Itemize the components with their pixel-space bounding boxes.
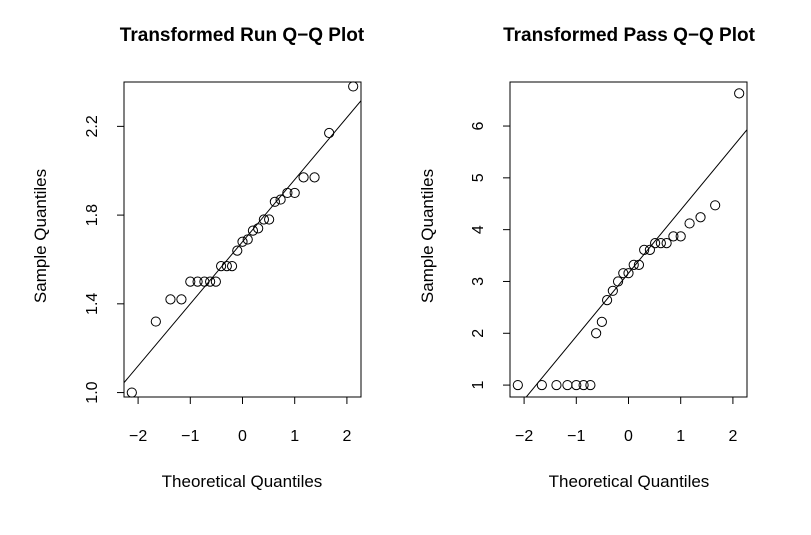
pass-data-point	[601, 295, 613, 306]
pass-data-point	[639, 244, 650, 255]
pass-y-tick-label: 3	[470, 277, 487, 286]
pass-data-point	[675, 231, 686, 242]
run-y-tick-label: 1.8	[84, 204, 101, 226]
pass-data-point	[562, 379, 573, 391]
pass-data-point	[668, 231, 679, 242]
pass-data-point	[585, 379, 596, 391]
pass-data-point	[628, 259, 639, 270]
pass-y-tick-label: 6	[470, 121, 487, 130]
pass-data-point	[695, 212, 706, 223]
pass-data-point	[684, 218, 695, 229]
run-data-point	[232, 245, 243, 256]
run-x-tick-label: 0	[238, 428, 247, 445]
pass-data-point	[591, 328, 602, 339]
pass-reference-line	[525, 129, 747, 397]
pass-data-point	[661, 238, 672, 249]
run-data-point	[215, 261, 227, 272]
pass-data-point	[536, 379, 547, 391]
pass-data-point	[710, 200, 721, 211]
run-data-point	[205, 276, 216, 287]
run-data-point	[165, 294, 176, 305]
run-marks: −2 −1 0 1 2 1.0 1.4 1.8 2.2	[84, 81, 361, 445]
pass-y-tick-label: 5	[470, 173, 487, 182]
run-data-point	[324, 127, 335, 139]
run-y-tick-label: 2.2	[84, 115, 101, 137]
run-qq-panel: Transformed Run Q−Q Plot Sample Quantile…	[31, 25, 365, 491]
run-data-point	[242, 234, 253, 245]
pass-qq-panel: Transformed Pass Q−Q Plot Sample Quantil…	[418, 25, 756, 491]
pass-x-tick-label: 1	[676, 428, 685, 445]
run-data-point	[192, 276, 203, 287]
run-chart-title: Transformed Run Q−Q Plot	[120, 25, 365, 46]
pass-x-tick-label: −2	[515, 428, 533, 445]
pass-data-point	[571, 379, 582, 391]
run-x-tick-label: −1	[181, 428, 199, 445]
pass-data-point	[734, 88, 745, 99]
run-reference-line	[124, 100, 361, 384]
pass-y-tick-label: 2	[470, 329, 487, 338]
run-x-axis-label: Theoretical Quantiles	[162, 472, 323, 491]
pass-data-point	[618, 268, 629, 279]
run-data-point	[282, 187, 293, 199]
pass-data-point	[650, 238, 661, 249]
pass-marks: −2 −1 0 1 2 1 2 3 4 5 6	[470, 88, 747, 445]
pass-data-point	[512, 379, 523, 391]
run-data-point	[348, 81, 359, 92]
run-data-point	[237, 236, 248, 247]
pass-y-tick-label: 4	[470, 225, 487, 234]
pass-data-point	[655, 238, 666, 249]
pass-data-point	[612, 276, 624, 287]
pass-data-point	[633, 259, 645, 270]
run-y-tick-label: 1.4	[84, 293, 101, 315]
pass-data-point	[623, 268, 634, 279]
pass-data-point	[644, 244, 656, 255]
run-data-point	[185, 276, 196, 287]
pass-chart-title: Transformed Pass Q−Q Plot	[503, 25, 756, 46]
run-data-point	[309, 172, 320, 183]
pass-data-point	[578, 379, 589, 391]
pass-x-tick-label: 0	[624, 428, 633, 445]
run-data-point	[210, 276, 221, 287]
run-y-tick-label: 1.0	[84, 381, 101, 403]
run-data-point	[247, 225, 259, 236]
run-data-point	[176, 294, 187, 305]
pass-y-tick-label: 1	[470, 381, 487, 390]
pass-plot-frame	[509, 81, 748, 398]
run-data-point	[221, 261, 232, 272]
run-x-tick-label: 2	[342, 428, 351, 445]
run-y-axis-label: Sample Quantiles	[31, 169, 50, 303]
pass-y-axis-label: Sample Quantiles	[418, 169, 437, 303]
run-data-point	[126, 387, 137, 398]
run-data-point	[258, 214, 270, 225]
pass-x-axis-label: Theoretical Quantiles	[549, 472, 710, 491]
pass-x-tick-label: 2	[728, 428, 737, 445]
run-data-point	[275, 194, 286, 205]
run-data-point	[289, 187, 300, 199]
run-plot-frame	[123, 81, 362, 398]
run-data-point	[253, 223, 264, 234]
pass-x-tick-label: −1	[567, 428, 585, 445]
run-x-tick-label: −2	[129, 428, 147, 445]
run-data-point	[226, 261, 238, 272]
run-data-point	[264, 214, 275, 225]
pass-data-point	[596, 316, 607, 327]
run-x-tick-label: 1	[290, 428, 299, 445]
pass-data-point	[607, 285, 618, 296]
run-data-point	[298, 172, 309, 183]
run-data-point	[150, 316, 161, 327]
run-data-point	[269, 196, 280, 207]
run-data-point	[199, 276, 210, 287]
pass-data-point	[551, 379, 562, 391]
